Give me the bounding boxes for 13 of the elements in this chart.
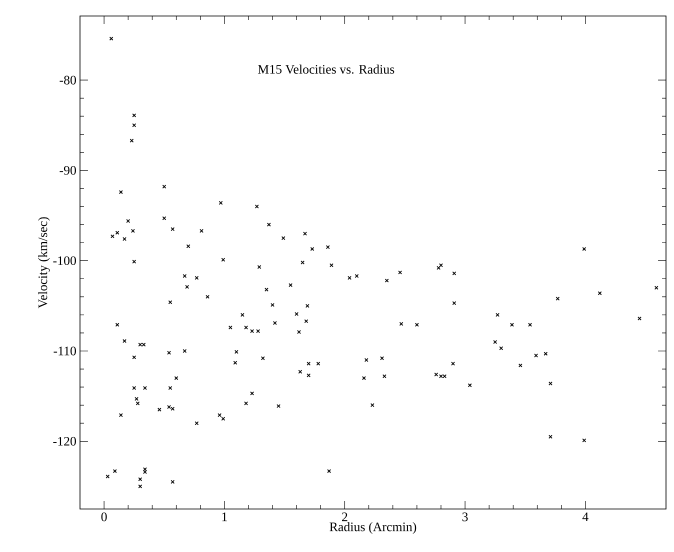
x-tick-label: 3 xyxy=(462,512,468,522)
y-tick-label: -110 xyxy=(54,346,76,356)
x-tick-label: 2 xyxy=(342,512,348,522)
x-tick-label: 1 xyxy=(222,512,227,522)
y-tick-label: -80 xyxy=(60,76,76,84)
y-tick-label: -100 xyxy=(53,256,76,266)
x-tick-label: 0 xyxy=(101,512,107,522)
x-axis-title: Radius (Arcmin) xyxy=(330,522,416,534)
x-tick-label: 4 xyxy=(582,512,588,522)
y-tick-label: -120 xyxy=(53,436,76,446)
text: M15 Velocities vs. Radius xyxy=(258,64,394,74)
y-axis-title: Velocity (km/sec) xyxy=(38,217,50,308)
y-tick-label: -90 xyxy=(60,166,76,175)
